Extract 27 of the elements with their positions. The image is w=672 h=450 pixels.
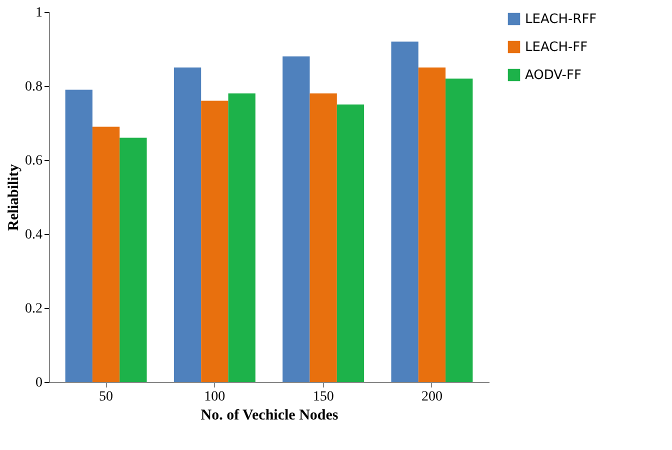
- x-axis-title: No. of Vechicle Nodes: [200, 408, 338, 424]
- y-axis-title: Reliability: [6, 164, 22, 231]
- x-tick-label: 100: [204, 390, 226, 404]
- bar: [310, 93, 337, 382]
- x-tick-label: 50: [99, 390, 114, 404]
- bar: [201, 100, 228, 382]
- legend-label: AODV-FF: [525, 68, 582, 83]
- bar: [282, 56, 310, 382]
- bar: [120, 138, 147, 382]
- y-tick-label: 0.4: [25, 228, 42, 242]
- bar: [336, 104, 364, 382]
- y-tick-label: 0: [36, 376, 42, 390]
- y-tick-label: 0.2: [25, 302, 42, 316]
- x-tick-label: 150: [312, 390, 334, 404]
- y-tick-label: 1: [36, 6, 42, 20]
- bar: [65, 90, 92, 382]
- y-tick-label: 0.6: [25, 154, 42, 168]
- bar: [228, 93, 256, 382]
- bar: [92, 126, 120, 382]
- legend-label: LEACH-RFF: [525, 12, 597, 27]
- bar: [446, 78, 473, 382]
- y-tick-label: 0.8: [25, 80, 42, 94]
- legend-label: LEACH-FF: [525, 40, 588, 55]
- bar: [418, 68, 446, 382]
- bar: [174, 68, 202, 382]
- bar: [391, 42, 418, 382]
- x-tick-label: 200: [421, 390, 442, 404]
